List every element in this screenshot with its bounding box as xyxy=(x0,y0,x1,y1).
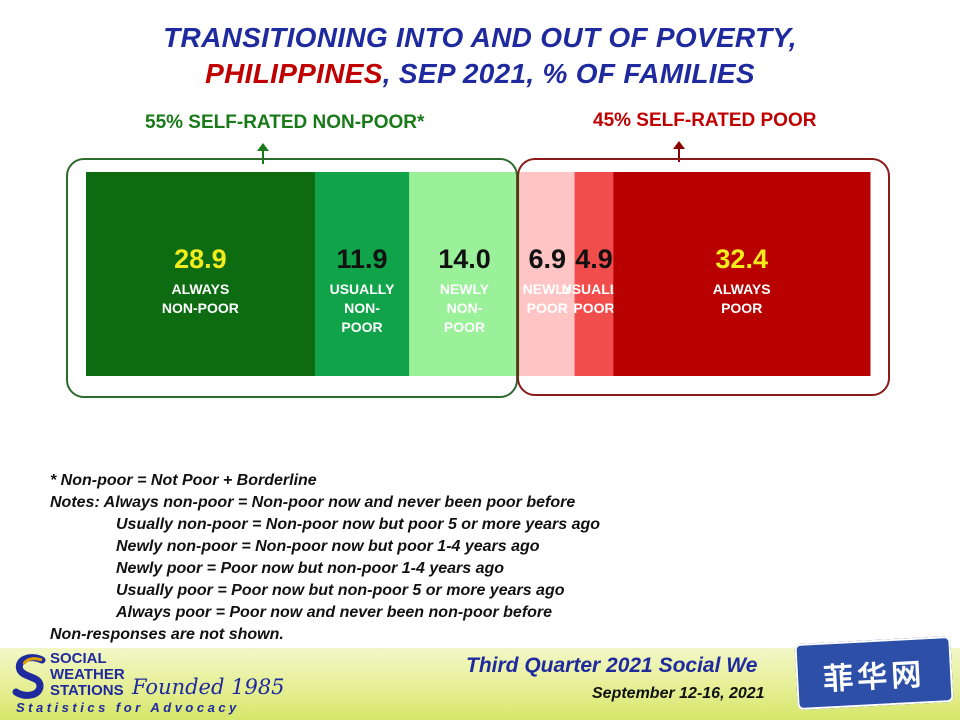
bar-segment xyxy=(574,172,614,376)
nonpoor-group-bracket xyxy=(66,158,518,398)
footnote-line: Usually poor = Poor now but non-poor 5 o… xyxy=(116,582,565,599)
segment-category-label: POOR xyxy=(341,319,382,335)
footnote-line: Newly non-poor = Non-poor now but poor 1… xyxy=(116,538,540,555)
footnote-line: Always poor = Poor now and never been no… xyxy=(116,604,553,621)
segment-value-label: 11.9 xyxy=(336,244,387,274)
segment-category-label: NEWLY xyxy=(440,281,490,297)
survey-title: Third Quarter 2021 Social We xyxy=(466,654,758,677)
segment-category-label: NON-POOR xyxy=(162,300,239,316)
footnotes: * Non-poor = Not Poor + Borderline Notes… xyxy=(50,470,750,646)
segment-category-label: ALWAYS xyxy=(713,281,771,297)
segment-category-label: USUALLY xyxy=(330,281,395,297)
logo-text: WEATHER xyxy=(50,666,125,683)
title-country: PHILIPPINES xyxy=(205,58,383,89)
sws-logo-icon xyxy=(12,654,46,699)
segment-category-label: ALWAYS xyxy=(171,281,229,297)
segment-value-label: 4.9 xyxy=(575,244,613,274)
bar-segment xyxy=(613,172,871,376)
segment-value-label: 28.9 xyxy=(174,244,227,274)
watermark-badge: 菲华网 xyxy=(794,635,954,711)
footnote-line: Notes: Always non-poor = Non-poor now an… xyxy=(50,494,576,511)
bar-segment xyxy=(86,172,316,376)
survey-date: September 12-16, 2021 xyxy=(592,685,765,702)
watermark-text: 菲华网 xyxy=(822,657,927,698)
segment-category-label: POOR xyxy=(444,319,485,335)
tagline: Statistics for Advocacy xyxy=(16,700,240,715)
arrow-up-icon xyxy=(257,143,269,164)
segment-category-label: POOR xyxy=(573,300,614,316)
poor-group-bracket xyxy=(517,158,890,396)
segment-category-label: USUALLY xyxy=(562,281,627,297)
segment-category-label: POOR xyxy=(721,300,762,316)
arrow-up-icon xyxy=(673,141,685,162)
title-date-unit: , SEP 2021, % OF FAMILIES xyxy=(382,58,755,89)
footnote-line: Non-responses are not shown. xyxy=(50,626,284,643)
segment-category-label: NON- xyxy=(447,300,483,316)
footnote-line: * Non-poor = Not Poor + Borderline xyxy=(50,472,317,489)
bar-segment xyxy=(314,172,410,376)
chart-title-line1: TRANSITIONING INTO AND OUT OF POVERTY, xyxy=(163,22,797,53)
logo-text: STATIONS xyxy=(50,682,124,699)
segment-category-label: NON- xyxy=(344,300,380,316)
segment-value-label: 6.9 xyxy=(529,244,567,274)
bar-segment xyxy=(409,172,521,376)
logo-text: SOCIAL xyxy=(50,650,107,667)
segment-value-label: 32.4 xyxy=(715,244,768,274)
footnote-line: Newly poor = Poor now but non-poor 1-4 y… xyxy=(116,560,505,577)
group-label-poor: 45% SELF-RATED POOR xyxy=(593,110,817,131)
founded-text: Founded 1985 xyxy=(132,675,285,699)
bar-segment xyxy=(520,172,576,376)
footnote-line: Usually non-poor = Non-poor now but poor… xyxy=(116,516,601,533)
chart-title-line2: PHILIPPINES, SEP 2021, % OF FAMILIES xyxy=(0,58,960,90)
segment-value-label: 14.0 xyxy=(438,244,491,274)
group-label-nonpoor: 55% SELF-RATED NON-POOR* xyxy=(145,112,425,133)
segment-category-label: POOR xyxy=(527,300,568,316)
segment-category-label: NEWLY xyxy=(523,281,573,297)
